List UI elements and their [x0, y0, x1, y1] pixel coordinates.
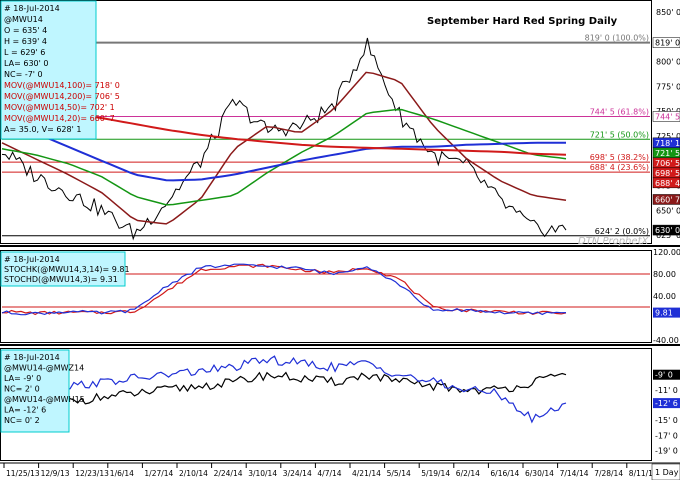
stoch-axis-label: 40.00 [653, 292, 676, 301]
price-value-tag [652, 194, 680, 205]
price-value-tag-text: 744' 5 [655, 112, 680, 121]
spread-series-line [1, 355, 567, 424]
price-legend-line: LA= 630' 0 [4, 59, 48, 68]
x-axis-label: 3/24/14 [283, 469, 312, 478]
x-axis-label: 6/2/14 [456, 469, 480, 478]
price-value-tag-text: 718' 1 [655, 139, 680, 148]
x-axis-label: 1/27/14 [144, 469, 173, 478]
period-box [651, 463, 680, 480]
x-axis-label: 6/16/14 [490, 469, 519, 478]
x-axis-label: 12/9/13 [41, 469, 70, 478]
price-value-tag [652, 224, 680, 236]
spread-legend-line: LA= -12' 6 [4, 406, 46, 415]
chart-title: September Hard Red Spring Daily [427, 16, 618, 27]
price-axis-label: 800' 0 [656, 58, 680, 67]
x-axis-label: 12/23/13 [75, 469, 109, 478]
price-legend: # 18-Jul-2014 @MWU14 O = 635' 4 H = 639' 4 L… [0, 0, 120, 140]
x-axis-label: 2/10/14 [179, 469, 208, 478]
price-legend-line: L = 629' 6 [4, 48, 45, 57]
spread-axis-label: -11' 0 [655, 386, 678, 395]
price-value-tag [652, 37, 680, 48]
x-axis-label: 5/19/14 [421, 469, 450, 478]
price-value-tag [652, 177, 680, 189]
price-legend-line: MOV(@MWU14,200)= 706' 5 [4, 92, 120, 101]
stoch-axis-label: -40.00 [653, 336, 679, 345]
price-value-tag-text: 706' 5 [655, 159, 680, 168]
x-axis-label: 4/7/14 [317, 469, 341, 478]
x-axis-label: 8/11/14 [629, 469, 658, 478]
spread-value-tag [653, 369, 680, 380]
price-value-tag-text: 819' 0 [655, 39, 680, 48]
x-axis-label: 3/10/14 [248, 469, 277, 478]
spread-axis-label: -15' 0 [655, 416, 678, 425]
spread-legend-line: @MWU14-@MWZ14 [4, 364, 84, 373]
fib-label: 744' 5 (61.8%) [590, 107, 649, 116]
price-axis-label: 850' 0 [656, 8, 680, 17]
price-legend-line: @MWU14 [4, 15, 43, 24]
price-series-line [1, 120, 566, 182]
price-legend-line: MOV(@MWU14,50)= 702' 1 [4, 103, 115, 112]
price-legend-line: H = 639' 4 [4, 37, 47, 46]
spread-legend-line: NC= 2' 0 [4, 385, 40, 394]
spread-panel [0, 348, 652, 461]
spread-axis-label: -17' 0 [655, 431, 678, 440]
watermark: DTN ProphetX [578, 236, 649, 247]
stoch-legend-line: STOCHD(@MWU14,3)= 9.31 [4, 275, 118, 284]
price-panel [0, 0, 652, 244]
price-legend-line: NC= -7' 0 [4, 70, 43, 79]
stoch-value-tag-text: 9.81 [655, 309, 673, 318]
x-axis-label: 7/28/14 [594, 469, 623, 478]
price-axis-label: 725' 0 [656, 132, 680, 141]
spread-legend-line: @MWU14-@MWH15 [4, 395, 85, 404]
spread-value-tag [653, 398, 680, 409]
price-axis-label: 625' 0 [656, 231, 680, 240]
fib-label: 698' 5 (38.2%) [590, 153, 649, 162]
x-axis-label: 7/14/14 [560, 469, 589, 478]
spread-value-tag-text: -12' 6 [655, 399, 678, 408]
stoch-legend-line: STOCHK(@MWU14,3,14)= 9.81 [4, 265, 130, 274]
spread-axis-label: -19' 0 [655, 446, 678, 455]
spread-value-tag-text: -9' 0 [655, 371, 673, 380]
fib-label: 688' 4 (23.6%) [590, 163, 649, 172]
x-axis-label: 2/24/14 [214, 469, 243, 478]
stoch-value-tag [653, 307, 680, 318]
price-series-line [1, 108, 567, 206]
price-series-line [1, 71, 567, 225]
fib-label: 819' 0 (100.0%) [585, 34, 649, 43]
spread-legend-line: NC= 0' 2 [4, 416, 40, 425]
price-legend-line: A= 35.0, V= 628' 1 [4, 125, 81, 134]
price-value-tag-text: 660' 7 [655, 195, 680, 204]
price-legend-line: # 18-Jul-2014 [4, 4, 60, 13]
stoch-axis-label: 120.00 [653, 248, 680, 257]
spread-legend-line: # 18-Jul-2014 [4, 353, 60, 362]
x-axis-label: 11/25/13 [6, 469, 40, 478]
price-legend-line: MOV(@MWU14,100)= 718' 0 [4, 81, 120, 90]
price-series-line [1, 37, 567, 241]
price-legend-line: MOV(@MWU14,20)= 660' 7 [4, 114, 115, 123]
price-axis-label: 650' 0 [656, 206, 680, 215]
x-axis-label: 5/5/14 [387, 469, 411, 478]
stoch-legend-line: # 18-Jul-2014 [4, 255, 60, 264]
x-axis-label: 1/6/14 [110, 469, 134, 478]
x-axis-label: 6/30/14 [525, 469, 554, 478]
price-value-tag-text: 721' 5 [655, 149, 680, 158]
spread-legend-line: LA= -9' 0 [4, 374, 41, 383]
price-legend-line: O = 635' 4 [4, 26, 47, 35]
fib-label: 721' 5 (50.0%) [590, 130, 649, 139]
price-value-tag [652, 111, 680, 122]
price-value-tag-text: 688' 4 [655, 179, 680, 188]
price-value-tag-text: 698' 5 [655, 169, 680, 178]
stoch-axis-label: 80.00 [653, 270, 676, 279]
price-value-tag-text: 630' 0 [655, 226, 680, 235]
period-label: 1 Day [655, 468, 679, 477]
fib-label: 624' 2 (0.0%) [595, 227, 649, 236]
stoch-series-line [1, 263, 567, 316]
price-axis-label: 775' 0 [656, 82, 680, 91]
x-axis-label: 4/21/14 [352, 469, 381, 478]
